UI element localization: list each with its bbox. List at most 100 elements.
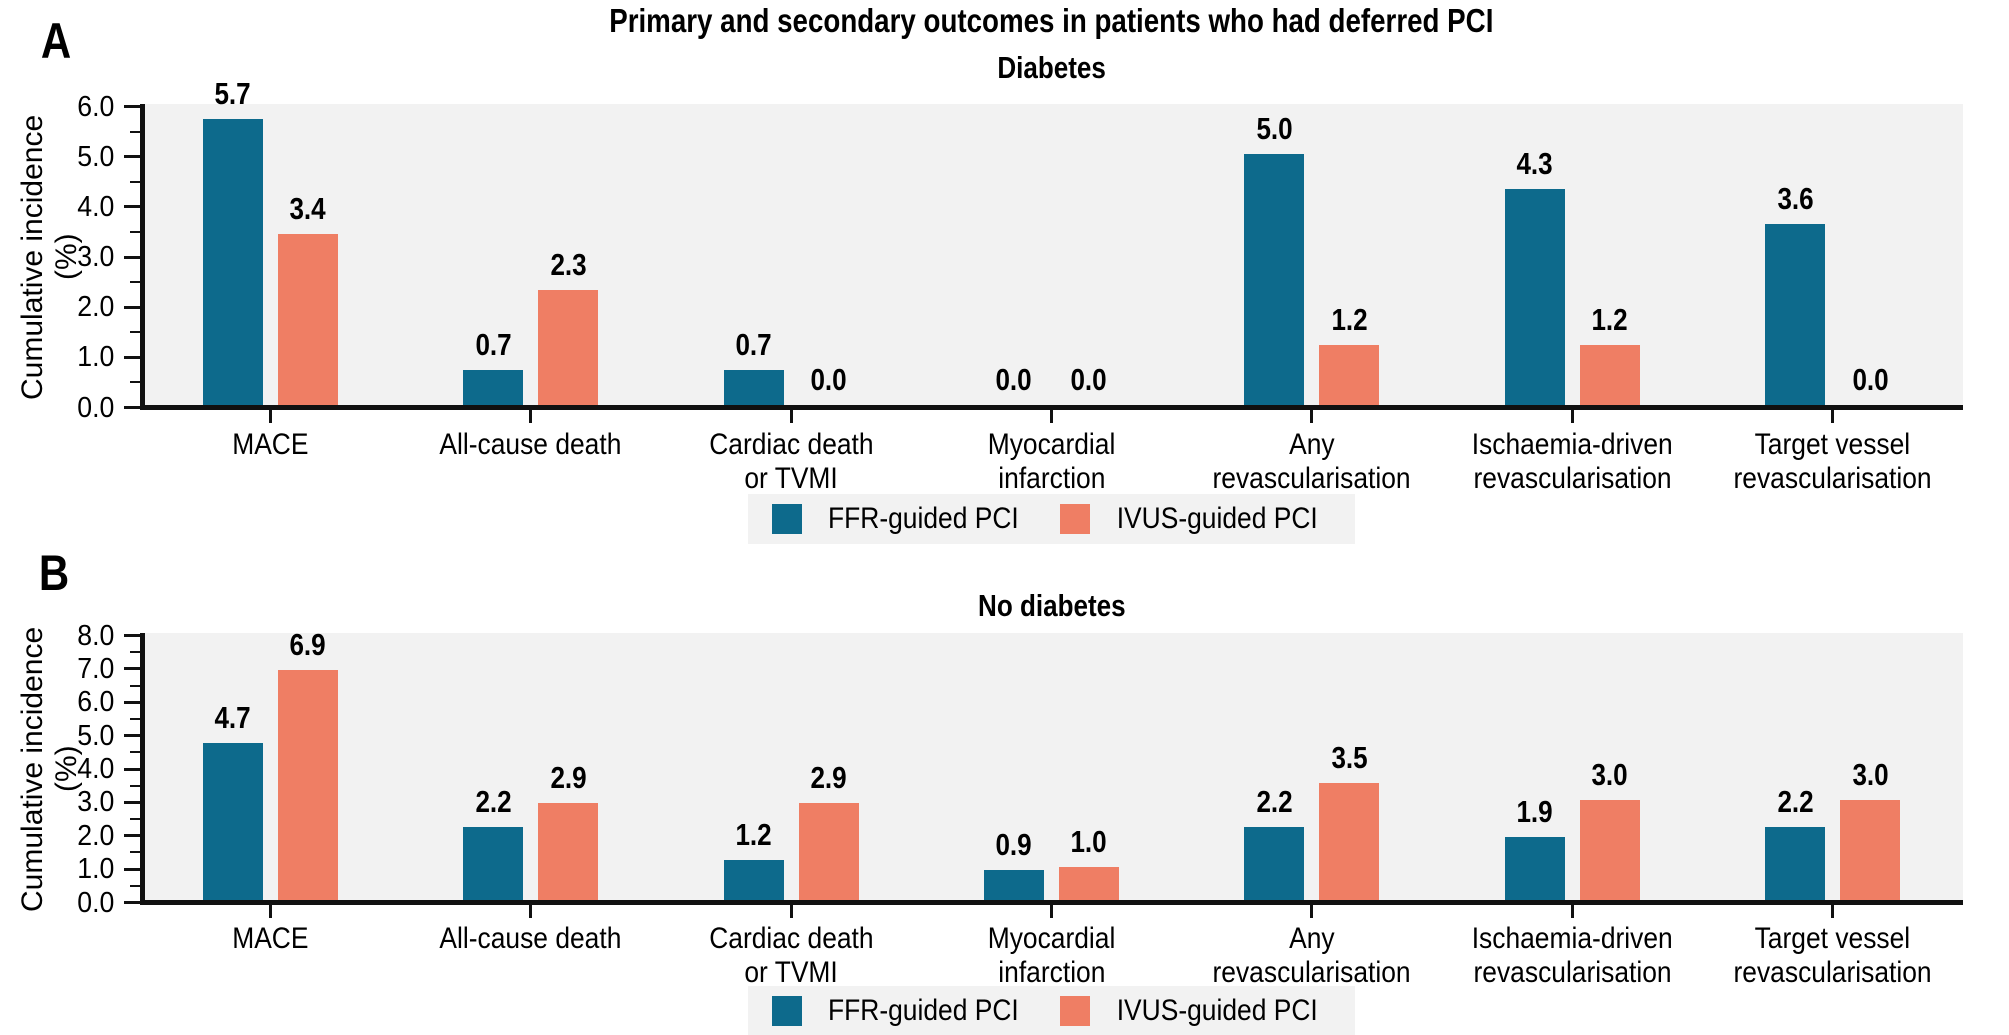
figure-title-text: Primary and secondary outcomes in patien…	[609, 2, 1494, 39]
category-label: Target vessel revascularisation	[1733, 428, 1932, 495]
legend-item-ffr: FFR-guided PCI	[771, 502, 1032, 536]
bar-value-label: 1.9	[1516, 793, 1553, 829]
bar-value-label: 1.2	[1331, 301, 1368, 337]
bar-ivus	[538, 803, 599, 900]
bar-value-label: 2.2	[475, 783, 512, 819]
y-tick	[124, 155, 140, 159]
y-minor-tick	[130, 751, 140, 754]
legend-box: FFR-guided PCI IVUS-guided PCI	[747, 494, 1356, 544]
y-tick	[124, 355, 140, 359]
ffr-legend-swatch	[771, 996, 802, 1026]
bar-ffr	[463, 826, 524, 900]
x-tick	[789, 410, 793, 423]
y-minor-tick	[130, 180, 140, 183]
bar-ffr	[1244, 826, 1305, 900]
ivus-legend-swatch	[1059, 996, 1090, 1026]
panel-b-legend: FFR-guided PCI IVUS-guided PCI	[140, 986, 1963, 1035]
y-tick	[124, 800, 140, 804]
y-tick	[124, 105, 140, 108]
legend-box: FFR-guided PCI IVUS-guided PCI	[747, 986, 1356, 1035]
bar-value-label: 2.9	[550, 760, 587, 796]
y-tick-label: 1.0	[76, 853, 114, 886]
bar-value-label: 0.0	[1852, 362, 1889, 397]
bar-value-label: 2.2	[1777, 783, 1814, 819]
bar-value-label: 3.0	[1591, 756, 1628, 792]
category-label: Ischaemia-driven revascularisation	[1471, 428, 1673, 495]
bar-value-label: 5.7	[214, 76, 251, 112]
bar-ivus	[1059, 866, 1119, 900]
bar-value-label: 5.0	[1256, 111, 1293, 147]
bar-ffr	[463, 369, 524, 405]
category-label: Cardiac death or TVMI	[708, 922, 874, 989]
bar-ivus	[1840, 799, 1901, 900]
bar-ffr	[1504, 189, 1565, 405]
ffr-legend-label: FFR-guided PCI	[827, 994, 1019, 1027]
y-minor-tick	[130, 381, 140, 384]
y-minor-tick	[130, 130, 140, 133]
x-tick	[1310, 410, 1314, 423]
bar-value-label: 3.4	[289, 191, 326, 227]
bar-ffr	[984, 869, 1044, 900]
ffr-legend-label: FFR-guided PCI	[827, 502, 1019, 535]
x-axis-line	[140, 900, 1963, 905]
bar-value-label: 2.2	[1256, 783, 1293, 819]
panel-b-subtitle: No diabetes	[977, 588, 1126, 623]
bar-ffr	[1244, 154, 1305, 405]
y-axis-line	[140, 104, 145, 410]
category-label: Myocardial infarction	[987, 922, 1116, 989]
x-axis-line	[140, 405, 1963, 410]
y-tick-label: 7.0	[76, 652, 114, 685]
panel-a-letter: A	[40, 13, 72, 69]
category-label: Any revascularisation	[1212, 922, 1411, 989]
bar-value-label: 2.3	[550, 246, 587, 282]
bar-value-label: 3.6	[1777, 181, 1814, 217]
panel-b-letter: B	[38, 545, 70, 601]
y-tick	[124, 734, 140, 738]
y-tick-label: 8.0	[76, 619, 114, 652]
bar-value-label: 1.2	[1591, 301, 1628, 337]
bar-value-label: 0.9	[995, 826, 1033, 862]
y-tick	[124, 667, 140, 671]
y-minor-tick	[130, 331, 140, 334]
y-tick	[124, 834, 140, 838]
legend-item-ivus: IVUS-guided PCI	[1059, 502, 1331, 536]
bar-value-label: 6.9	[289, 626, 326, 662]
x-tick	[1310, 905, 1314, 918]
y-tick-label: 3.0	[76, 241, 114, 273]
panel-b-plot-area: 0.0 1.0 2.0 3.0 4.0 5.0 6.0 7.0 8.0 4.7 2.2 1.2 0.9 2…	[77, 620, 1963, 919]
bar-value-label: 1.2	[735, 816, 772, 852]
bar-value-label: 0.0	[1070, 362, 1108, 397]
ffr-legend-swatch	[771, 504, 802, 534]
bar-ivus	[1579, 344, 1640, 405]
y-minor-tick	[130, 651, 140, 654]
y-tick-label: 0.0	[76, 391, 114, 424]
category-label: Myocardial infarction	[987, 428, 1116, 495]
x-tick	[1831, 905, 1835, 918]
bar-ffr	[202, 119, 263, 405]
y-minor-tick	[130, 884, 140, 887]
category-label: Any revascularisation	[1212, 428, 1411, 495]
bar-value-label: 4.3	[1516, 146, 1553, 182]
y-tick	[124, 205, 140, 209]
y-minor-tick	[130, 230, 140, 233]
y-tick-label: 5.0	[76, 719, 114, 752]
panel-a-subtitle: Diabetes	[997, 50, 1106, 85]
x-tick	[1570, 905, 1574, 918]
x-tick	[1050, 905, 1053, 918]
bar-ivus	[538, 289, 599, 405]
bar-value-label: 1.0	[1070, 823, 1108, 859]
y-tick-label: 3.0	[76, 786, 114, 819]
bar-ivus	[1579, 799, 1640, 900]
y-tick	[124, 305, 140, 309]
y-tick	[124, 700, 140, 704]
category-label: MACE	[232, 428, 309, 461]
bar-ffr	[1504, 836, 1565, 900]
category-label: All-cause death	[439, 922, 622, 955]
y-tick-label: 2.0	[76, 819, 114, 852]
y-axis-line	[140, 633, 145, 905]
x-tick	[529, 905, 533, 918]
bar-value-label: 3.5	[1331, 740, 1368, 776]
y-minor-tick	[130, 717, 140, 720]
bar-ivus	[277, 669, 338, 900]
